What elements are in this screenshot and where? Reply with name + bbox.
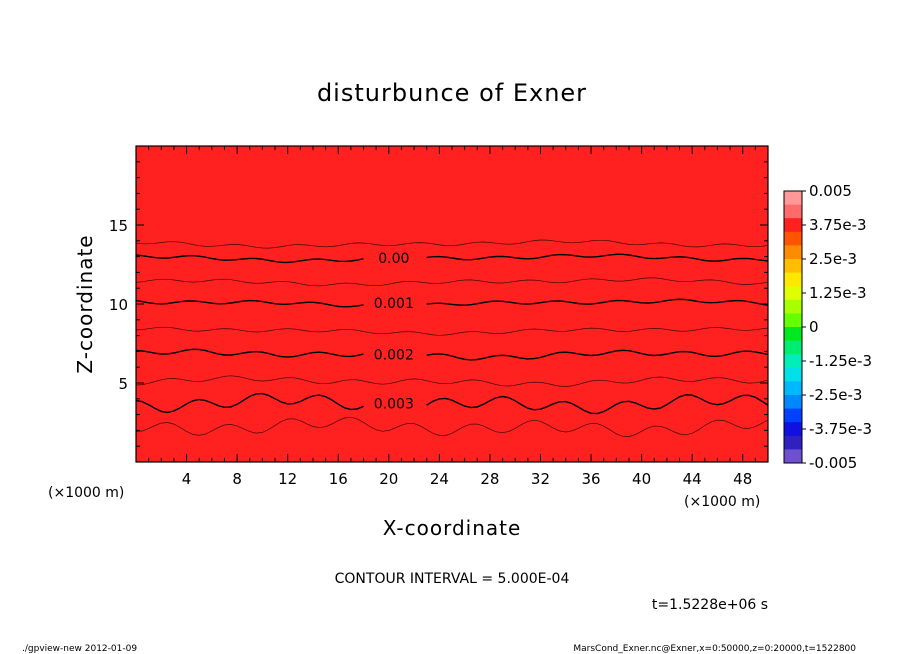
time-text: t=1.5228e+06 s xyxy=(652,597,768,613)
footer-left: ./gpview-new 2012-01-09 xyxy=(22,644,137,654)
contour-line xyxy=(426,394,768,415)
colorbar-label: 3.75e-3 xyxy=(809,216,867,234)
contour-interval-text: CONTOUR INTERVAL = 5.000E-04 xyxy=(335,571,570,587)
x-tick-label: 36 xyxy=(581,470,600,488)
x-axis-ticks: 4 8 12 16 20 24 28 32 36 40 44 48 xyxy=(135,146,769,488)
x-tick-label: 40 xyxy=(632,470,651,488)
contour-lines xyxy=(136,239,768,437)
contour-label: 0.002 xyxy=(374,348,414,364)
contour-line xyxy=(136,299,364,308)
colorbar-segment xyxy=(784,204,802,219)
contour-line xyxy=(136,348,364,358)
x-tick-label: 32 xyxy=(531,470,550,488)
colorbar-segment xyxy=(784,313,802,328)
contour-line xyxy=(136,254,364,264)
contour-label: 0.001 xyxy=(374,296,414,312)
contour-label: 0.003 xyxy=(374,397,414,413)
colorbar-segment xyxy=(784,286,802,301)
colorbar-segment xyxy=(784,422,802,437)
x-unit-left: (×1000 m) xyxy=(48,485,124,501)
colorbar-segment xyxy=(784,218,802,233)
colorbar xyxy=(783,190,803,464)
colorbar-segment xyxy=(784,259,802,274)
colorbar-labels: 0.005 3.75e-3 2.5e-3 1.25e-3 0 -1.25e-3 -2.5e-… xyxy=(802,182,872,472)
contour-line-minor xyxy=(136,239,768,249)
colorbar-segment xyxy=(784,231,802,246)
x-tick-label: 28 xyxy=(480,470,499,488)
y-axis-label: Z-coordinate xyxy=(73,234,97,373)
colorbar-segment xyxy=(784,327,802,342)
footer-right: MarsCond_Exner.nc@Exner,x=0:50000,z=0:20… xyxy=(573,644,856,654)
contour-line xyxy=(136,392,364,414)
colorbar-segment xyxy=(784,367,802,382)
y-tick-label: 5 xyxy=(118,375,128,393)
x-tick-label: 16 xyxy=(329,470,348,488)
colorbar-label: -2.5e-3 xyxy=(809,386,862,404)
colorbar-segment xyxy=(784,395,802,410)
contour-line-minor xyxy=(136,416,768,437)
colorbar-segment xyxy=(784,408,802,423)
x-axis-label: X-coordinate xyxy=(383,516,522,540)
x-tick-label: 12 xyxy=(278,470,297,488)
y-tick-label: 10 xyxy=(109,296,128,314)
x-tick-label: 48 xyxy=(733,470,752,488)
contour-line xyxy=(426,253,768,262)
colorbar-segment xyxy=(784,340,802,355)
colorbar-label: -1.25e-3 xyxy=(809,352,872,370)
contour-line xyxy=(426,298,768,306)
colorbar-segment xyxy=(784,449,802,464)
colorbar-segment xyxy=(784,299,802,314)
colorbar-segment xyxy=(784,272,802,287)
contour-labels: 0.00 0.001 0.002 0.003 xyxy=(374,251,414,412)
colorbar-label: 0 xyxy=(809,318,819,336)
chart-title: disturbunce of Exner xyxy=(317,79,587,107)
contour-line-minor xyxy=(136,277,768,287)
contour-line xyxy=(426,349,768,361)
colorbar-segment xyxy=(784,191,802,206)
colorbar-label: -3.75e-3 xyxy=(809,420,872,438)
colorbar-segment xyxy=(784,354,802,369)
x-unit-right: (×1000 m) xyxy=(684,494,760,510)
contour-line-minor xyxy=(136,375,768,387)
x-tick-label: 44 xyxy=(683,470,702,488)
colorbar-label: 2.5e-3 xyxy=(809,250,857,268)
colorbar-segment xyxy=(784,245,802,260)
colorbar-segment xyxy=(784,381,802,396)
contour-label: 0.00 xyxy=(378,251,409,267)
x-tick-label: 24 xyxy=(430,470,449,488)
x-tick-label: 8 xyxy=(232,470,242,488)
colorbar-label: 0.005 xyxy=(809,182,852,200)
x-tick-label: 20 xyxy=(379,470,398,488)
colorbar-label: 1.25e-3 xyxy=(809,284,867,302)
y-tick-label: 15 xyxy=(109,217,128,235)
contour-line-minor xyxy=(136,326,768,336)
y-axis-ticks: 5 10 15 xyxy=(109,145,768,463)
colorbar-label: -0.005 xyxy=(809,454,857,472)
x-tick-label: 4 xyxy=(182,470,192,488)
colorbar-segment xyxy=(784,435,802,450)
